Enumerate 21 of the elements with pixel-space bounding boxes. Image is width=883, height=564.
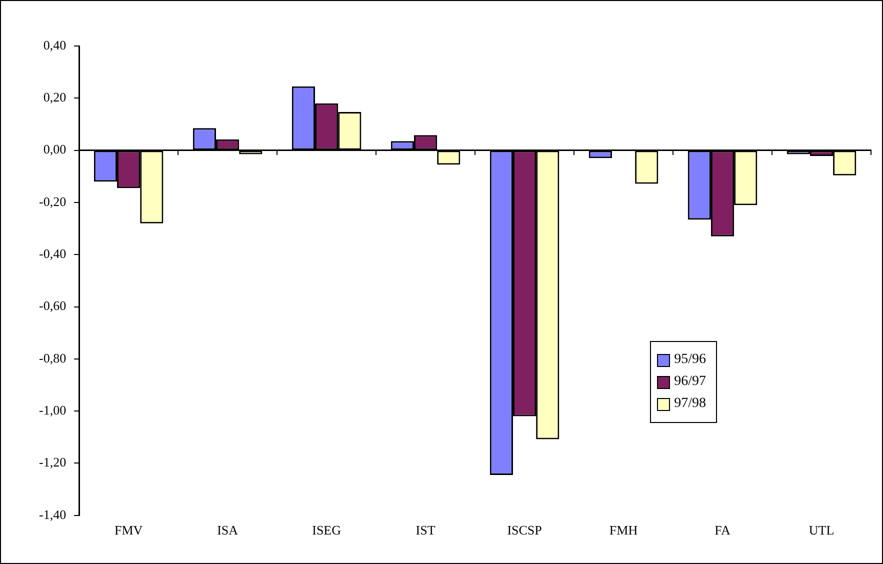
y-tick-label: -0,40 (38, 246, 66, 262)
y-tick-label: -0,60 (38, 298, 66, 314)
x-tick-label: IST (416, 522, 436, 538)
x-tick-label: UTL (808, 522, 834, 538)
x-tick-label: ISCSP (507, 522, 542, 538)
y-tick-label: 0,40 (43, 37, 66, 52)
y-tick-label: -1,00 (38, 402, 66, 418)
y-tick-label: 0,20 (43, 90, 66, 105)
y-tick-label: -1,20 (38, 454, 66, 470)
x-tick-label: ISEG (312, 522, 341, 538)
legend-label: 96/97 (674, 374, 706, 390)
x-tick-label: FMV (114, 522, 144, 538)
legend-label: 95/96 (674, 352, 706, 368)
x-tick-label: FA (714, 522, 731, 538)
legend-label: 97/98 (674, 396, 706, 412)
x-tick-label: FMH (609, 522, 638, 538)
y-tick-label: -0,80 (38, 350, 66, 366)
y-tick-label: -0,20 (38, 194, 66, 209)
y-tick-label: 0,00 (43, 142, 66, 157)
y-tick-label: -1,40 (38, 506, 66, 522)
x-tick-label: ISA (217, 522, 239, 538)
